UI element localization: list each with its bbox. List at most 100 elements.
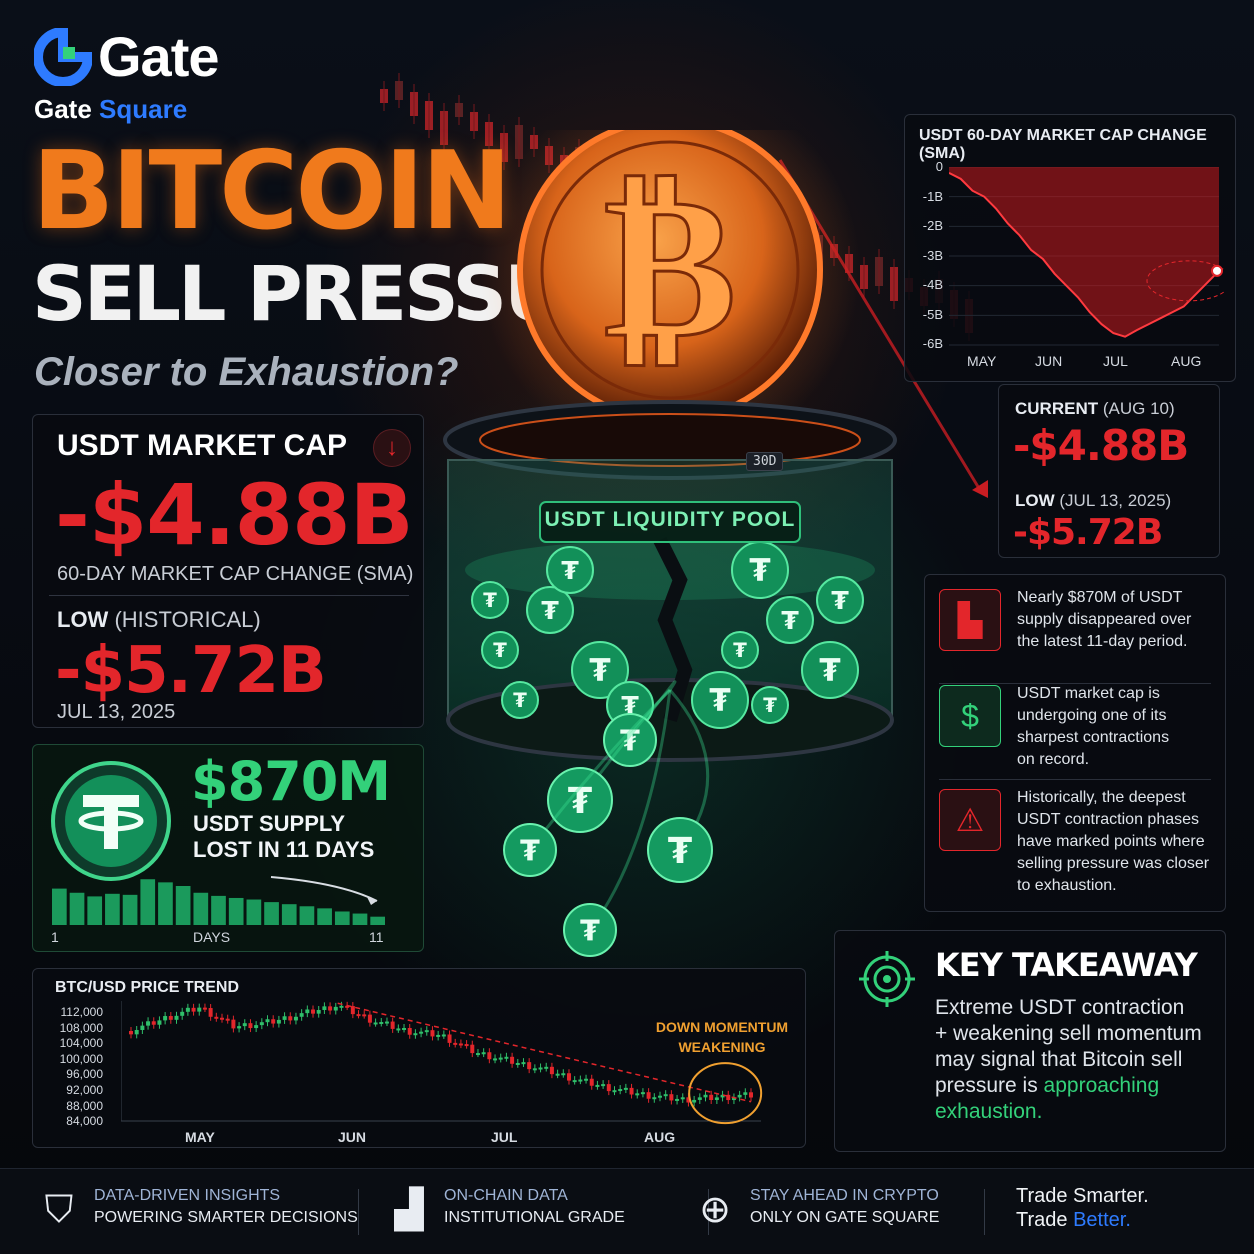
- btc-candle: [129, 1031, 133, 1035]
- mcap-xtick: JUL: [1103, 353, 1128, 369]
- btc-candle: [191, 1007, 196, 1012]
- btc-candle: [578, 1079, 583, 1082]
- brand-name: Gate: [98, 25, 219, 88]
- note-text-line: USDT market cap is: [1017, 685, 1160, 702]
- mcap-xtick: MAY: [967, 353, 997, 369]
- pool-tag: 30D: [746, 452, 784, 471]
- mcap-chart-title: USDT 60-DAY MARKET CAP CHANGE (SMA): [919, 127, 1207, 162]
- tether-coin: [816, 576, 864, 624]
- footer-item-line2: ONLY ON GATE SQUARE: [750, 1209, 940, 1226]
- footer-divider: [358, 1189, 359, 1235]
- btc-candle: [714, 1097, 719, 1100]
- tether-coin: [503, 823, 557, 877]
- supply-axis-start: 1: [51, 929, 59, 945]
- tether-icon: ₮: [520, 833, 540, 867]
- btc-annotation-line1: DOWN MOMENTUM: [655, 1019, 789, 1035]
- tether-icon: ₮: [541, 596, 559, 625]
- supply-bar: [264, 902, 279, 925]
- current-label-a: CURRENT: [1015, 399, 1099, 418]
- btc-candle: [134, 1029, 139, 1035]
- supply-value: $870M: [191, 750, 391, 813]
- mcap-ytick: 0: [935, 159, 943, 174]
- low-date: JUL 13, 2025: [57, 701, 176, 723]
- takeaway-line4-b: approaching: [1043, 1074, 1160, 1097]
- btc-xtick: MAY: [185, 1129, 215, 1145]
- usdt-card-caption: 60-DAY MARKET CAP CHANGE (SMA): [57, 563, 414, 585]
- mcap-ytick: -1B: [922, 188, 943, 204]
- brand-logo[interactable]: Gate: [34, 24, 219, 89]
- mcap-line: [949, 172, 1220, 338]
- tether-coin: [501, 681, 539, 719]
- low-chart-label: LOW (JUL 13, 2025): [1015, 491, 1171, 511]
- btc-price-panel: BTC/USD PRICE TREND 112,000 108,000 104,00…: [32, 968, 806, 1148]
- btc-candle: [686, 1097, 691, 1103]
- tether-icon: ₮: [580, 913, 600, 947]
- btc-candle: [572, 1080, 577, 1083]
- brand-subtitle-gate: Gate: [34, 94, 92, 124]
- mcap-area-chart: [949, 167, 1225, 346]
- btc-candle: [282, 1016, 287, 1020]
- btc-candle: [225, 1018, 230, 1021]
- footer-divider: [708, 1189, 709, 1235]
- target-icon: [859, 951, 915, 1007]
- tether-icon: ₮: [561, 556, 579, 585]
- btc-ytick: 104,000: [59, 1036, 103, 1051]
- bitcoin-liquidity-illustration: ₿ ₮₮₮₮₮₮₮ ₮ ₮ ₮₮ ₮₮ ₮ ₮₮₮ ₮₮: [443, 130, 897, 957]
- globe-icon: ⊕: [699, 1189, 731, 1231]
- btc-candle: [447, 1034, 452, 1043]
- btc-candle: [276, 1019, 281, 1024]
- btc-candle: [629, 1087, 634, 1095]
- btc-candle: [362, 1014, 367, 1017]
- tether-icon: ₮: [589, 653, 611, 689]
- btc-candle: [151, 1021, 156, 1025]
- supply-bar: [334, 911, 350, 925]
- btc-candle: [390, 1021, 395, 1029]
- btc-candle: [527, 1062, 532, 1070]
- tether-icon: ₮: [493, 639, 507, 662]
- btc-candle: [470, 1044, 475, 1054]
- low-label-a: LOW: [57, 607, 109, 632]
- mcap-ytick: -4B: [922, 277, 943, 292]
- btc-candle: [743, 1092, 748, 1095]
- dollar-cycle-icon: $: [939, 685, 1001, 747]
- footer: ⛉ DATA-DRIVEN INSIGHTS POWERING SMARTER DE…: [0, 1168, 1254, 1254]
- supply-bar-chart: [52, 876, 385, 925]
- supply-bar: [175, 886, 191, 925]
- btc-highlight-ring: [688, 1062, 763, 1125]
- usdt-card-value: -$4.88B: [55, 466, 414, 564]
- btc-candle: [299, 1013, 304, 1017]
- supply-bar: [105, 893, 120, 925]
- mcap-area: [949, 167, 1219, 337]
- mcap-xtick: JUN: [1035, 353, 1063, 369]
- btc-candle: [697, 1097, 702, 1100]
- note-divider: [939, 683, 1211, 684]
- mcap-xtick: AUG: [1171, 353, 1202, 369]
- btc-ytick: 84,000: [66, 1114, 103, 1129]
- btc-candle: [692, 1099, 697, 1103]
- btc-candle: [237, 1026, 242, 1029]
- btc-ytick: 100,000: [59, 1051, 103, 1066]
- tether-coin: [721, 631, 759, 669]
- tether-coin: [526, 586, 574, 634]
- btc-candle: [424, 1030, 429, 1033]
- btc-candle: [538, 1067, 543, 1070]
- tether-icon: ₮: [733, 639, 747, 662]
- btc-candle: [174, 1015, 179, 1020]
- btc-candle: [612, 1090, 617, 1093]
- btc-candle: [413, 1033, 418, 1036]
- supply-bar: [317, 908, 332, 925]
- tether-icon: ₮: [483, 589, 497, 612]
- btc-candle: [333, 1006, 338, 1011]
- btc-candle: [168, 1016, 173, 1020]
- tether-coin-icon: [51, 761, 171, 881]
- supply-line1: USDT SUPPLY: [193, 811, 346, 836]
- btc-candle: [259, 1022, 264, 1026]
- tether-icon: ₮: [620, 723, 640, 757]
- takeaway-line1: Extreme USDT contraction: [935, 996, 1185, 1019]
- tether-coin: [547, 767, 613, 833]
- btc-candle: [726, 1094, 731, 1101]
- note-text-line: Nearly $870M of USDT: [1017, 589, 1183, 606]
- footer-item-line2: INSTITUTIONAL GRADE: [444, 1209, 625, 1226]
- btc-candle: [367, 1014, 372, 1023]
- current-low-panel: CURRENT (AUG 10) -$4.88B LOW (JUL 13, 20…: [998, 384, 1220, 558]
